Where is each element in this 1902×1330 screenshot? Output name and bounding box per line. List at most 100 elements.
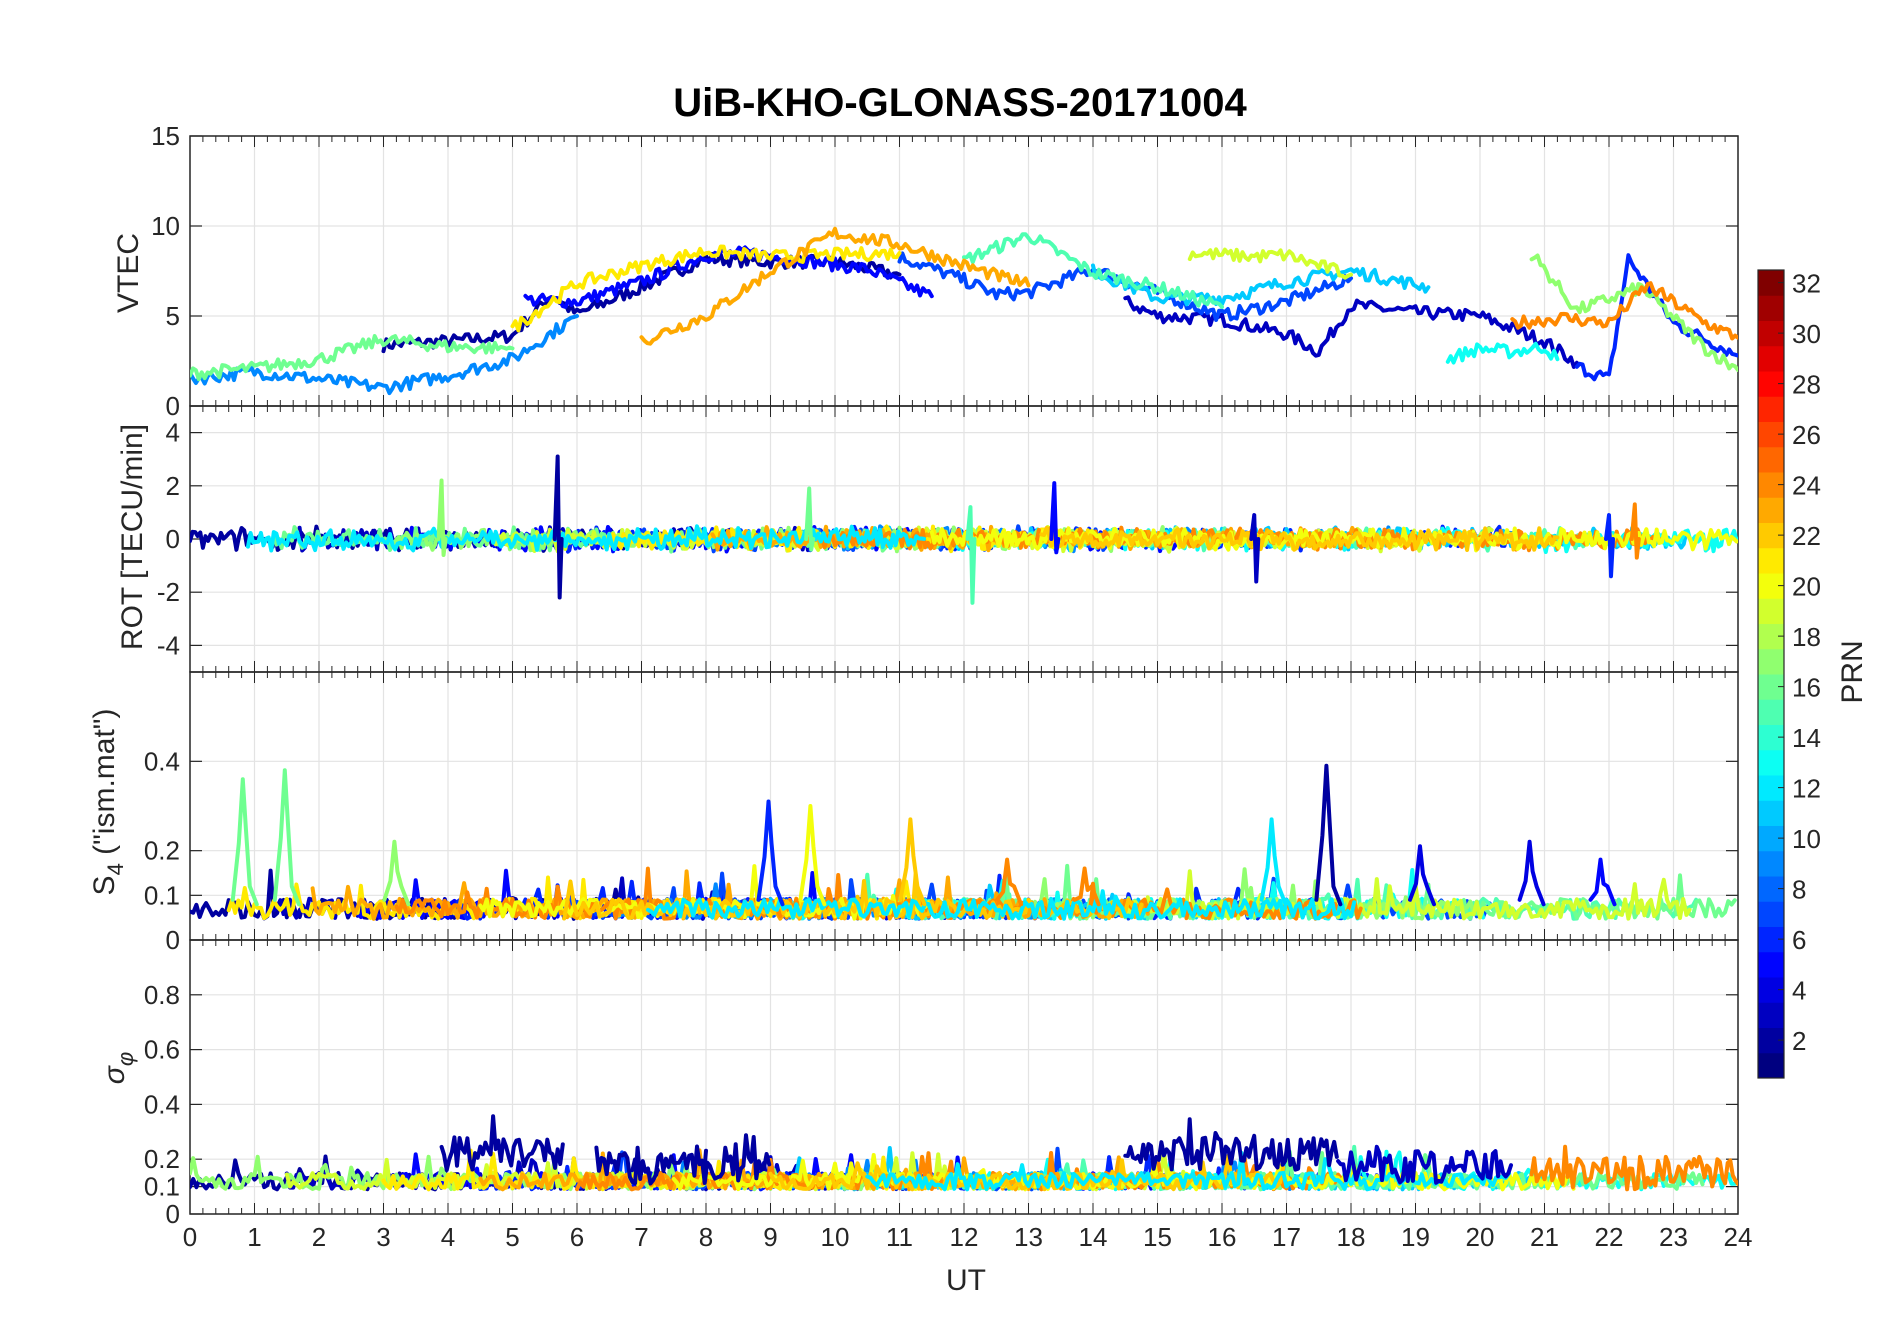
x-tick-label: 15	[1143, 1222, 1172, 1252]
colorbar-label: PRN	[1836, 640, 1869, 703]
x-tick-label: 13	[1014, 1222, 1043, 1252]
vtec-series-prn-13	[1445, 341, 1560, 365]
colorbar-tick-label: 28	[1792, 370, 1821, 400]
s4-spike-prn-16	[272, 768, 301, 907]
colorbar-swatch	[1758, 345, 1784, 372]
colorbar-tick-label: 4	[1792, 976, 1806, 1006]
rot-spike-prn-3	[1249, 513, 1261, 584]
colorbar-tick-label: 10	[1792, 824, 1821, 854]
colorbar-swatch	[1758, 598, 1784, 624]
rot-spike-prn-6	[1604, 513, 1615, 579]
colorbar-tick-label: 2	[1792, 1026, 1806, 1056]
colorbar-swatch	[1758, 800, 1784, 826]
colorbar-swatch	[1758, 951, 1784, 978]
y-tick-label: 15	[151, 121, 180, 151]
rot-spike-prn-16	[804, 486, 816, 552]
vtec-series-prn-17	[1529, 253, 1738, 372]
x-tick-label: 5	[505, 1222, 519, 1252]
y-tick-label: 0.2	[144, 1144, 180, 1174]
s4-series-prn-12	[646, 889, 1357, 921]
y-tick-label: 0.1	[144, 880, 180, 910]
x-axis-label: UT	[946, 1264, 986, 1297]
y-tick-label: 0	[166, 391, 180, 421]
x-tick-label: 9	[763, 1222, 777, 1252]
s4-panel: 0 0.1 0.2 0.4	[144, 671, 1739, 955]
vtec-series-prn-24	[1510, 281, 1738, 341]
colorbar-swatch	[1758, 901, 1784, 927]
sigma-elevated-prn-2	[439, 1114, 565, 1173]
vtec-series-prn-6	[1574, 253, 1738, 382]
x-tick-label: 7	[634, 1222, 648, 1252]
colorbar-tick-label: 6	[1792, 925, 1806, 955]
rot-spike-prn-24	[1629, 502, 1641, 560]
y-tick-label: -2	[157, 577, 180, 607]
vtec-series-prn-16	[190, 334, 515, 382]
colorbar-swatch	[1758, 1052, 1784, 1079]
x-tick-label: 22	[1595, 1222, 1624, 1252]
y-tick-label: 0	[166, 1199, 180, 1229]
vtec-series-prn-9	[190, 314, 579, 396]
x-tick-label: 14	[1079, 1222, 1108, 1252]
colorbar-swatch	[1758, 648, 1784, 675]
y-tick-label: -4	[157, 630, 180, 660]
colorbar-tick-label: 14	[1792, 723, 1821, 753]
s4-spike-prn-16	[230, 777, 259, 907]
s4-spike-prn-22	[898, 817, 927, 907]
s4-spike-prn-24	[1072, 866, 1101, 907]
s4-spike-prn-4	[1408, 844, 1436, 907]
x-tick-label: 19	[1401, 1222, 1430, 1252]
rot-panel: -4 -2 0 2 4	[157, 405, 1739, 673]
colorbar-tick-label: 18	[1792, 622, 1821, 652]
y-tick-label: 0.4	[144, 1089, 180, 1119]
rot-ylabel: ROT [TECU/min]	[116, 424, 149, 650]
x-tick-label: 2	[312, 1222, 326, 1252]
s4-ylabel-main: S	[88, 875, 121, 895]
x-tick-label: 12	[950, 1222, 979, 1252]
colorbar-swatch	[1758, 1002, 1784, 1028]
x-tick-label: 21	[1530, 1222, 1559, 1252]
sigma-elevated-prn-2	[594, 1133, 772, 1186]
rot-spike-prn-17	[436, 478, 448, 557]
colorbar-tick-label: 26	[1792, 420, 1821, 450]
colorbar-tick-label: 12	[1792, 774, 1821, 804]
y-tick-label: 0	[166, 925, 180, 955]
y-tick-label: 10	[151, 211, 180, 241]
sigma-elevated-prn-2	[1123, 1117, 1339, 1172]
vtec-series-prn-21	[510, 244, 902, 333]
colorbar-swatch	[1758, 396, 1784, 422]
colorbar-swatch	[1758, 497, 1784, 523]
vtec-series-prn-15	[962, 232, 1224, 309]
s4-spike-prn-6	[756, 799, 785, 907]
vtec-ylabel: VTEC	[112, 233, 145, 313]
vtec-series-prn-11	[1091, 263, 1431, 307]
colorbar-swatch	[1758, 295, 1784, 321]
s4-spike-prn-2	[1314, 763, 1343, 907]
x-tick-label: 8	[699, 1222, 713, 1252]
vtec-panel: 0 5 10 15	[151, 121, 1739, 421]
y-tick-label: 2	[166, 471, 180, 501]
x-tick-label: 16	[1208, 1222, 1237, 1252]
x-tick-label: 0	[183, 1222, 197, 1252]
s4-spike-prn-20	[798, 804, 827, 907]
rot-spike-prn-5	[1049, 481, 1061, 555]
vtec-series-prn-19	[1187, 247, 1353, 280]
x-tick-label: 23	[1659, 1222, 1688, 1252]
s4-ylabel-rest: ("ism.mat")	[88, 709, 121, 864]
y-tick-label: 0.4	[144, 746, 180, 776]
colorbar-frame	[1757, 269, 1785, 1079]
s4-spike-prn-17	[382, 839, 411, 907]
y-tick-label: 4	[166, 418, 180, 448]
s4-spike-prn-5	[1588, 857, 1617, 907]
y-tick-label: 0.8	[144, 980, 180, 1010]
s4-ylabel-sub: 4	[103, 863, 128, 875]
s4-spike-prn-12	[1259, 817, 1288, 907]
axes-frame	[189, 939, 1739, 1215]
rot-spike-prn-15	[965, 505, 977, 605]
s4-ylabel: S4 ("ism.mat")	[88, 709, 128, 896]
x-tick-label: 4	[441, 1222, 455, 1252]
x-tick-label: 3	[376, 1222, 390, 1252]
vtec-series-prn-23	[639, 226, 1031, 346]
x-tick-label: 24	[1724, 1222, 1753, 1252]
